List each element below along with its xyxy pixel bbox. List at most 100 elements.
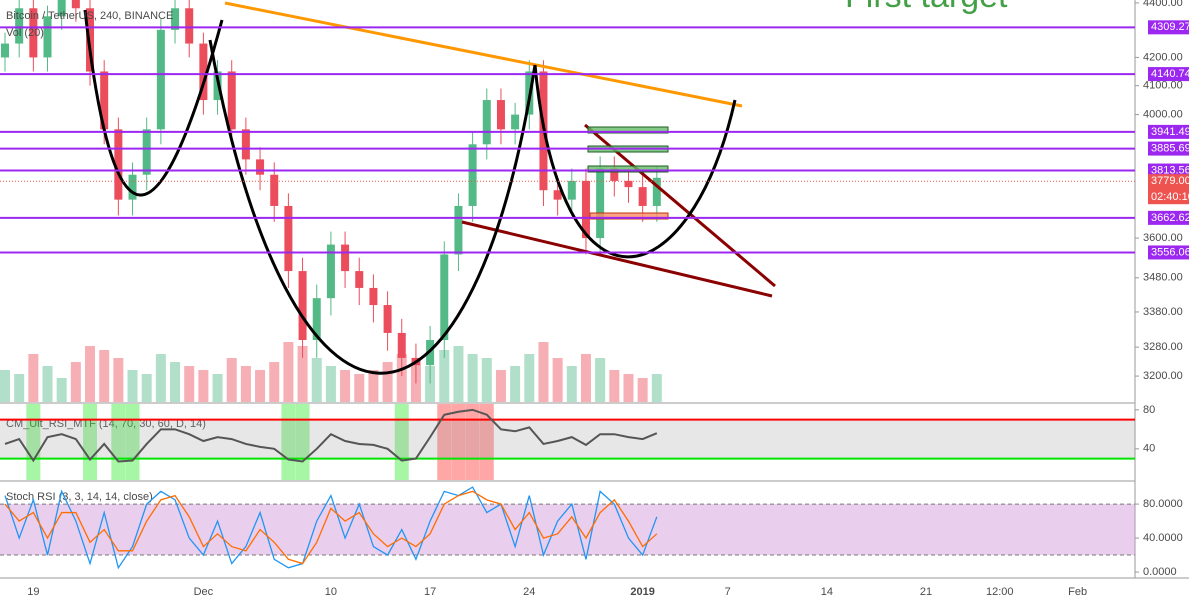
y-tick-label: 3280.00 (1143, 341, 1183, 353)
target-box (587, 126, 669, 134)
volume-bar (28, 354, 39, 402)
candle-body (610, 168, 619, 181)
volume-bar (184, 366, 195, 402)
volume-bar (226, 358, 237, 402)
volume-bar (580, 354, 591, 402)
candle-body (29, 8, 38, 58)
level-label: 3813.56 (1151, 164, 1189, 176)
rsi-highlight (26, 404, 41, 480)
target-box (587, 165, 669, 173)
level-label: 4309.27 (1151, 21, 1189, 33)
volume-bar (269, 362, 280, 402)
volume-bar (538, 342, 549, 402)
candle-body (596, 168, 605, 239)
candle-body (57, 0, 66, 17)
volume-bar (255, 370, 266, 402)
stop-box (589, 212, 669, 220)
candle-body (142, 129, 151, 175)
volume-bar (85, 346, 96, 402)
volume-bar (425, 366, 436, 402)
level-tag (1148, 245, 1189, 260)
volume-bar (368, 370, 379, 402)
volume-bar (198, 370, 209, 402)
rsi-line (4, 408, 658, 463)
y-tick-label: 4200.00 (1143, 51, 1183, 63)
cup-arc (533, 64, 737, 259)
chart-title: Bitcoin / TetherUS, 240, BINANCE (6, 10, 173, 22)
volume-bar (283, 342, 294, 402)
level-label: 3941.49 (1151, 126, 1189, 138)
trendline (224, 1, 743, 108)
level-tag (1148, 141, 1189, 156)
y-tick-label: 3600.00 (1143, 232, 1183, 244)
candle-body (326, 244, 335, 299)
volume-bar (70, 362, 81, 402)
x-tick-label: 19 (27, 586, 39, 598)
candle-body (553, 190, 562, 200)
volume-bar (14, 374, 25, 402)
candle-body (227, 71, 236, 130)
candle-body (397, 332, 406, 358)
cup-arc (83, 9, 224, 197)
volume-bar (495, 370, 506, 402)
x-tick-label: 7 (725, 586, 731, 598)
x-tick-label: 21 (920, 586, 932, 598)
x-tick-label: 2019 (630, 586, 654, 598)
volume-bar (510, 366, 521, 402)
stoch-line (4, 486, 658, 570)
candle-body (482, 100, 491, 145)
level-tag (1148, 124, 1189, 139)
volume-bar (113, 358, 124, 402)
candle-body (199, 43, 208, 101)
volume-bar (467, 354, 478, 402)
volume-bar (141, 374, 152, 402)
stoch-tick-label: 0.0000 (1143, 566, 1177, 578)
volume-bar (453, 346, 464, 402)
candle-body (454, 205, 463, 255)
trendline (461, 220, 773, 298)
candle-body (511, 114, 520, 130)
candle-body (581, 180, 590, 239)
level-tag (1148, 67, 1189, 82)
y-tick-label: 4400.00 (1143, 0, 1183, 9)
candle-body (284, 205, 293, 272)
volume-bar (240, 366, 251, 402)
rsi-highlight (437, 404, 452, 480)
candle-body (298, 271, 307, 341)
stoch-tick-label: 80.0000 (1143, 498, 1183, 510)
candle-body (171, 8, 180, 30)
y-tick-label: 4100.00 (1143, 80, 1183, 92)
rsi-highlight (83, 404, 98, 480)
candle-body (440, 254, 449, 341)
candle-body (624, 180, 633, 188)
volume-bar (609, 370, 620, 402)
candle-body (567, 180, 576, 200)
volume-bar (170, 362, 181, 402)
volume-bar (439, 350, 450, 402)
x-tick-label: 10 (325, 586, 337, 598)
volume-label: Vol (20) (6, 27, 44, 39)
rsi-highlight (451, 404, 466, 480)
candle-body (468, 144, 477, 206)
volume-bar (155, 354, 166, 402)
rsi-highlight (465, 404, 480, 480)
volume-bar (0, 370, 10, 402)
level-tag (1148, 163, 1189, 178)
x-tick-label: 17 (424, 586, 436, 598)
rsi-highlight (479, 404, 494, 480)
level-label: 4140.74 (1151, 68, 1189, 80)
volume-bar (651, 374, 662, 402)
rsi-tick-label: 80 (1143, 404, 1155, 416)
volume-bar (595, 358, 606, 402)
volume-bar (637, 378, 648, 402)
candle-body (312, 298, 321, 341)
candle-body (100, 71, 109, 130)
candle-body (270, 174, 279, 206)
candle-body (355, 271, 364, 288)
x-tick-label: 12:00 (986, 586, 1014, 598)
stoch-line (4, 490, 658, 565)
cup-arc (208, 39, 537, 375)
volume-bar (325, 366, 336, 402)
level-tag (1148, 20, 1189, 35)
stoch-label: Stoch RSI (3, 3, 14, 14, close) (6, 491, 153, 503)
